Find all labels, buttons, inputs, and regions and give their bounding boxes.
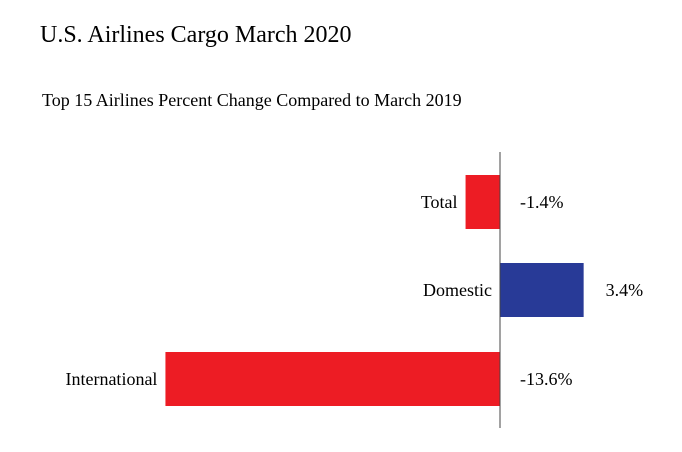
category-label: Total	[421, 192, 458, 212]
chart-title: U.S. Airlines Cargo March 2020	[40, 22, 352, 48]
data-label: 3.4%	[606, 280, 644, 300]
bar-domestic	[500, 263, 584, 317]
bar-total	[465, 175, 500, 229]
bar-international	[165, 352, 500, 406]
data-label: -1.4%	[520, 192, 564, 212]
chart-subtitle: Top 15 Airlines Percent Change Compared …	[42, 90, 462, 110]
category-label: International	[65, 369, 157, 389]
category-label: Domestic	[423, 280, 492, 300]
data-label: -13.6%	[520, 369, 573, 389]
